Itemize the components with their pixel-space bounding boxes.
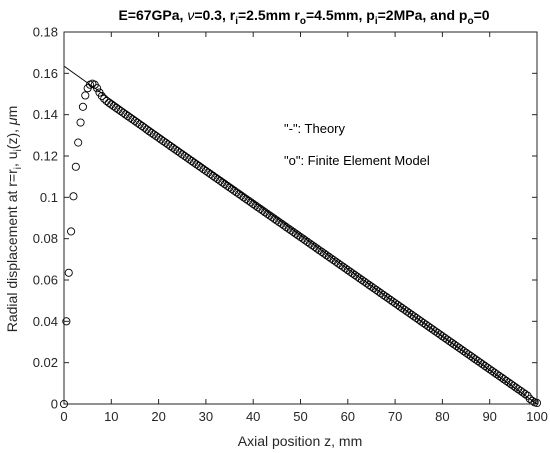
y-tick-label: 0.18 xyxy=(33,25,58,40)
y-tick-label: 0.12 xyxy=(33,149,58,164)
fem-marker xyxy=(67,227,76,236)
title-sub-ri: i xyxy=(235,16,238,27)
chart-title: E=67GPa, ν=0.3, ri=2.5mm ro=4.5mm, pi=2M… xyxy=(118,7,489,27)
title-part-a: E=67GPa, xyxy=(118,7,187,23)
title-part-b: =0.3, r xyxy=(194,7,235,23)
y-tick-label: 0.06 xyxy=(33,273,58,288)
x-tick-label: 60 xyxy=(341,409,355,424)
x-tick-label: 100 xyxy=(526,409,548,424)
annotation-theory: "-": Theory xyxy=(284,121,346,136)
fem-marker xyxy=(93,84,102,93)
x-tick-label: 10 xyxy=(104,409,118,424)
ylabel-part-c: (z), xyxy=(4,125,20,149)
x-tick-label: 70 xyxy=(388,409,402,424)
fem-marker xyxy=(76,118,85,127)
annotation-fem: "o": Finite Element Model xyxy=(284,153,430,168)
x-tick-label: 30 xyxy=(199,409,213,424)
y-tick-label: 0.02 xyxy=(33,355,58,370)
y-tick-label: 0.08 xyxy=(33,231,58,246)
x-tick-label: 50 xyxy=(293,409,307,424)
title-part-d: =4.5mm, p xyxy=(306,7,375,23)
x-tick-label: 80 xyxy=(435,409,449,424)
fem-marker xyxy=(69,192,78,201)
title-part-f: =0 xyxy=(474,7,490,23)
title-nu-symbol: ν xyxy=(187,7,194,23)
x-tick-label: 0 xyxy=(60,409,67,424)
plot-area xyxy=(59,65,542,409)
x-tick-label: 90 xyxy=(482,409,496,424)
fem-marker xyxy=(64,268,73,277)
fem-marker xyxy=(97,92,106,101)
y-tick-label: 0.04 xyxy=(33,314,58,329)
x-axis-ticks: 0 10 20 30 40 50 60 70 80 90 100 xyxy=(60,32,548,424)
x-tick-label: 20 xyxy=(151,409,165,424)
title-sub-pi: i xyxy=(375,16,378,27)
ylabel-part-b: , u xyxy=(4,151,20,167)
ylabel-sub-ri: i xyxy=(13,167,24,169)
fem-marker xyxy=(100,94,109,103)
fem-marker xyxy=(81,91,90,100)
x-tick-label: 40 xyxy=(246,409,260,424)
y-axis-ticks: 0 0.02 0.04 0.06 0.08 0.1 0.12 0.14 0.16 0.18 xyxy=(33,25,537,412)
fem-marker xyxy=(71,162,80,171)
axes-box xyxy=(63,31,538,405)
ylabel-part-a: Radial displacement at r=r xyxy=(4,169,20,332)
y-tick-label: 0.14 xyxy=(33,107,58,122)
ylabel-part-d: m xyxy=(4,106,20,118)
fem-marker xyxy=(521,390,530,399)
ylabel-sub-ui: i xyxy=(13,149,24,151)
title-part-e: =2MPa, and p xyxy=(378,7,468,23)
y-tick-label: 0 xyxy=(51,397,58,412)
fem-marker xyxy=(74,138,83,147)
title-part-c: =2.5mm r xyxy=(238,7,300,23)
title-sub-ro: o xyxy=(300,16,306,27)
fem-marker xyxy=(62,317,71,326)
y-tick-label: 0.1 xyxy=(40,190,58,205)
y-axis-label: Radial displacement at r=ri, ui(z), μm xyxy=(4,106,24,333)
title-sub-po: o xyxy=(467,16,473,27)
fem-marker xyxy=(78,102,87,111)
x-axis-label: Axial position z, mm xyxy=(238,433,362,449)
y-tick-label: 0.16 xyxy=(33,66,58,81)
ylabel-mu-symbol: μ xyxy=(4,117,20,126)
